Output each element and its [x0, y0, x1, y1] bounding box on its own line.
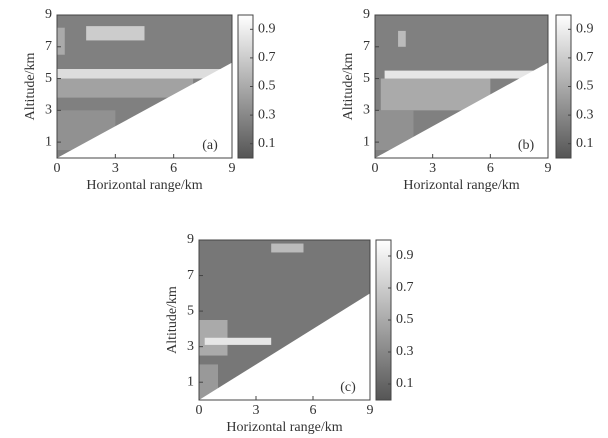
- x-tick-label: 0: [54, 161, 61, 176]
- y-tick-label: 1: [187, 374, 194, 389]
- heatmap-cell: [86, 26, 145, 41]
- y-tick-label: 5: [363, 71, 370, 86]
- colorbar-tick-label: 0.5: [258, 79, 276, 94]
- colorbar-tick-label: 0.1: [576, 136, 594, 151]
- x-axis-label: Horizontal range/km: [226, 420, 342, 435]
- heatmap-cell: [57, 78, 194, 98]
- no-data-zone: [199, 293, 370, 400]
- heatmap-cell: [271, 243, 304, 253]
- colorbar-tick-label: 0.9: [396, 248, 414, 263]
- y-tick-label: 1: [45, 134, 52, 149]
- y-tick-label: 1: [363, 134, 370, 149]
- x-tick-label: 9: [545, 161, 552, 176]
- y-tick-label: 9: [363, 7, 370, 22]
- y-tick-label: 3: [363, 103, 370, 118]
- y-tick-label: 5: [187, 303, 194, 318]
- colorbar-tick-label: 0.3: [576, 107, 594, 122]
- no-data-zone: [57, 62, 232, 158]
- y-tick-label: 7: [45, 39, 52, 54]
- panel-label: (c): [340, 380, 356, 395]
- panel-label: (a): [202, 138, 218, 153]
- y-tick-label: 3: [45, 103, 52, 118]
- x-tick-label: 6: [487, 161, 494, 176]
- x-axis-label: Horizontal range/km: [403, 178, 519, 193]
- y-tick-label: 9: [45, 7, 52, 22]
- colorbar-tick-label: 0.5: [396, 312, 414, 327]
- colorbar-tick-label: 0.7: [258, 50, 276, 65]
- x-tick-label: 3: [253, 403, 260, 418]
- colorbar-tick-label: 0.3: [258, 107, 276, 122]
- y-tick-label: 9: [187, 232, 194, 247]
- x-tick-label: 0: [196, 403, 203, 418]
- colorbar-tick-label: 0.1: [258, 136, 276, 151]
- heatmap-cell: [398, 30, 406, 47]
- x-tick-label: 9: [367, 403, 374, 418]
- heatmap-cell: [384, 70, 548, 79]
- panel-label: (b): [518, 138, 535, 153]
- y-tick-label: 7: [187, 268, 194, 283]
- colorbar-tick-label: 0.3: [396, 344, 414, 359]
- no-data-zone: [375, 62, 548, 158]
- y-axis-label: Altitude/km: [165, 286, 180, 354]
- x-tick-label: 3: [429, 161, 436, 176]
- colorbar-tick-label: 0.9: [258, 22, 276, 37]
- x-tick-label: 3: [112, 161, 119, 176]
- x-tick-label: 6: [170, 161, 177, 176]
- x-axis-label: Horizontal range/km: [86, 178, 202, 193]
- colorbar-tick-label: 0.5: [576, 79, 594, 94]
- colorbar-tick-label: 0.7: [396, 280, 414, 295]
- colorbar-tick-label: 0.7: [576, 50, 594, 65]
- plot-frame: [198, 239, 371, 401]
- heatmap-cell: [57, 69, 232, 79]
- y-tick-label: 5: [45, 71, 52, 86]
- colorbar-tick-label: 0.9: [576, 22, 594, 37]
- y-tick-label: 7: [363, 39, 370, 54]
- heatmap-cell: [204, 337, 272, 345]
- colorbar-tick-label: 0.1: [396, 376, 414, 391]
- x-tick-label: 0: [372, 161, 379, 176]
- heatmap-cell: [57, 27, 65, 55]
- y-axis-label: Altitude/km: [23, 53, 38, 121]
- plot-frame: [374, 14, 549, 159]
- plot-frame: [56, 14, 233, 159]
- x-tick-label: 6: [310, 403, 317, 418]
- y-axis-label: Altitude/km: [341, 53, 356, 121]
- x-tick-label: 9: [229, 161, 236, 176]
- y-tick-label: 3: [187, 339, 194, 354]
